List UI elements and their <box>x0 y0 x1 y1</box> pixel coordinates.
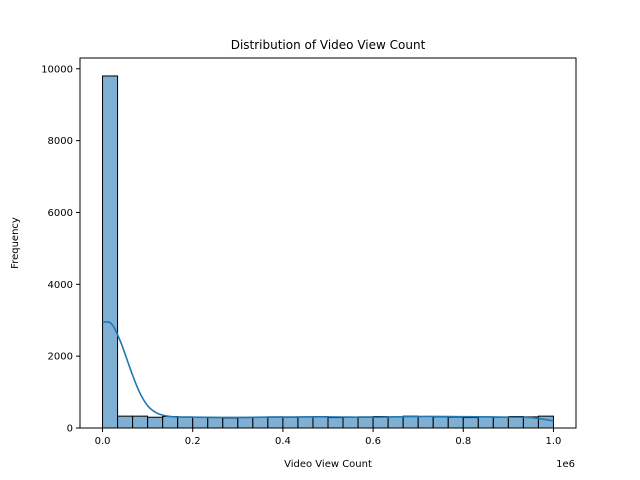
histogram-bar <box>507 416 524 429</box>
histogram-bar <box>462 417 479 429</box>
x-tick-label: 0.8 <box>455 436 471 447</box>
histogram-bar <box>192 416 209 429</box>
histogram-bar <box>237 417 254 429</box>
histogram-bar <box>402 415 419 429</box>
histogram-bar <box>447 416 464 429</box>
histogram-bar <box>282 416 299 429</box>
histogram-bar <box>387 416 404 429</box>
chart-title: Distribution of Video View Count <box>231 38 426 52</box>
histogram-bar <box>222 417 239 429</box>
x-tick-label: 1.0 <box>546 436 562 447</box>
histogram-bar <box>432 416 449 429</box>
y-tick-label: 4000 <box>48 280 73 291</box>
histogram-bar <box>252 416 269 429</box>
kde-curve-group <box>102 321 554 422</box>
x-axis-offset-label: 1e6 <box>556 459 575 470</box>
histogram-bar <box>147 416 164 429</box>
histogram-bar <box>327 417 344 429</box>
histogram-bar <box>477 416 494 429</box>
histogram-bar <box>102 75 119 429</box>
histogram-bar <box>342 416 359 429</box>
histogram-bar <box>162 416 179 429</box>
histogram-bar <box>417 416 434 429</box>
histogram-bar <box>312 416 329 429</box>
histogram-bar <box>297 416 314 429</box>
x-tick-label: 0.0 <box>95 436 111 447</box>
x-axis-ticks: 0.0 0.2 0.4 0.6 0.8 1.0 <box>95 428 562 447</box>
y-axis-label: Frequency <box>10 217 21 269</box>
histogram-bar <box>132 415 149 429</box>
histogram-bar <box>492 416 509 429</box>
histogram-bar <box>117 415 134 429</box>
y-tick-label: 0 <box>67 424 73 435</box>
x-tick-label: 0.2 <box>185 436 201 447</box>
y-tick-label: 8000 <box>48 136 73 147</box>
histogram-bar <box>372 416 389 429</box>
y-tick-label: 2000 <box>48 352 73 363</box>
histogram-bar <box>177 416 194 429</box>
x-tick-label: 0.4 <box>275 436 291 447</box>
histogram-bar <box>357 416 374 429</box>
y-tick-label: 10000 <box>41 64 73 75</box>
y-axis-ticks: 0 2000 4000 6000 8000 10000 <box>41 64 80 435</box>
kde-line <box>102 321 554 422</box>
histogram-bar <box>207 417 224 429</box>
histogram-bars <box>102 75 554 429</box>
x-axis-label: Video View Count <box>284 459 372 470</box>
histogram-bar <box>537 415 554 429</box>
plot-frame <box>79 57 577 429</box>
y-tick-label: 6000 <box>48 208 73 219</box>
histogram-bar <box>267 416 284 429</box>
x-tick-label: 0.6 <box>365 436 381 447</box>
